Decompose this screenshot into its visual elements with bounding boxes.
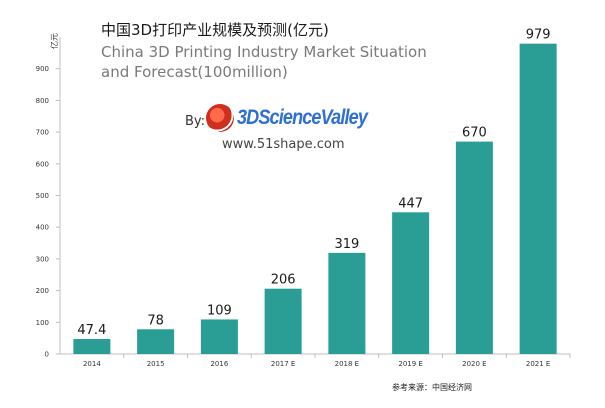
bar-value-label: 206 bbox=[271, 273, 296, 288]
source-note: 参考来源：中国经济网 bbox=[392, 383, 472, 392]
bar bbox=[519, 43, 557, 354]
bar bbox=[264, 288, 302, 354]
y-axis-unit-label: 亿元 bbox=[49, 33, 59, 49]
watermark-url: www.51shape.com bbox=[222, 137, 345, 152]
y-tick-label: 100 bbox=[36, 319, 49, 327]
y-axis-ticks: 0 100 200 300 400 500 600 700 800 900 bbox=[36, 65, 60, 359]
bar bbox=[328, 252, 366, 354]
y-tick-label: 300 bbox=[36, 255, 49, 263]
by-label: By: bbox=[185, 114, 206, 129]
bar-value-label: 447 bbox=[398, 196, 423, 211]
brand-name: 3DScienceValley bbox=[237, 106, 368, 129]
bars: 47.4 78 109 206 319 447 670 979 bbox=[73, 28, 557, 354]
x-tick-label: 2015 bbox=[147, 360, 165, 368]
bar bbox=[392, 212, 430, 354]
brand-logo-icon bbox=[206, 104, 234, 132]
bar-value-label: 109 bbox=[207, 303, 232, 318]
bar-value-label: 78 bbox=[147, 313, 164, 328]
y-tick-label: 200 bbox=[36, 287, 49, 295]
y-tick-label: 600 bbox=[36, 160, 49, 168]
y-tick-label: 700 bbox=[36, 129, 49, 137]
brand-logo: 3DScienceValley bbox=[206, 104, 388, 132]
bar bbox=[455, 141, 493, 354]
bar-value-label: 670 bbox=[462, 126, 487, 141]
bar-value-label: 319 bbox=[334, 237, 359, 252]
bar-value-label: 979 bbox=[526, 28, 551, 43]
x-tick-label: 2019 E bbox=[398, 360, 422, 368]
bar bbox=[73, 338, 111, 354]
y-tick-label: 800 bbox=[36, 97, 49, 105]
y-tick-label: 900 bbox=[36, 65, 49, 73]
x-tick-label: 2018 E bbox=[335, 360, 359, 368]
y-tick-label: 400 bbox=[36, 224, 49, 232]
bar bbox=[137, 329, 175, 354]
x-tick-label: 2017 E bbox=[271, 360, 295, 368]
bar bbox=[200, 319, 238, 354]
x-tick-label: 2020 E bbox=[462, 360, 486, 368]
bar-value-label: 47.4 bbox=[77, 323, 106, 338]
chart-subtitle: China 3D Printing Industry Market Situat… bbox=[101, 43, 427, 81]
y-tick-label: 0 bbox=[45, 351, 49, 359]
chart-title: 中国3D打印产业规模及预测(亿元) bbox=[101, 21, 329, 39]
y-tick-label: 500 bbox=[36, 192, 49, 200]
x-axis-ticks: 2014 2015 2016 2017 E 2018 E 2019 E 2020 E 2021… bbox=[83, 354, 571, 368]
x-tick-label: 2021 E bbox=[526, 360, 550, 368]
x-tick-label: 2016 bbox=[210, 360, 228, 368]
x-tick-label: 2014 bbox=[83, 360, 101, 368]
